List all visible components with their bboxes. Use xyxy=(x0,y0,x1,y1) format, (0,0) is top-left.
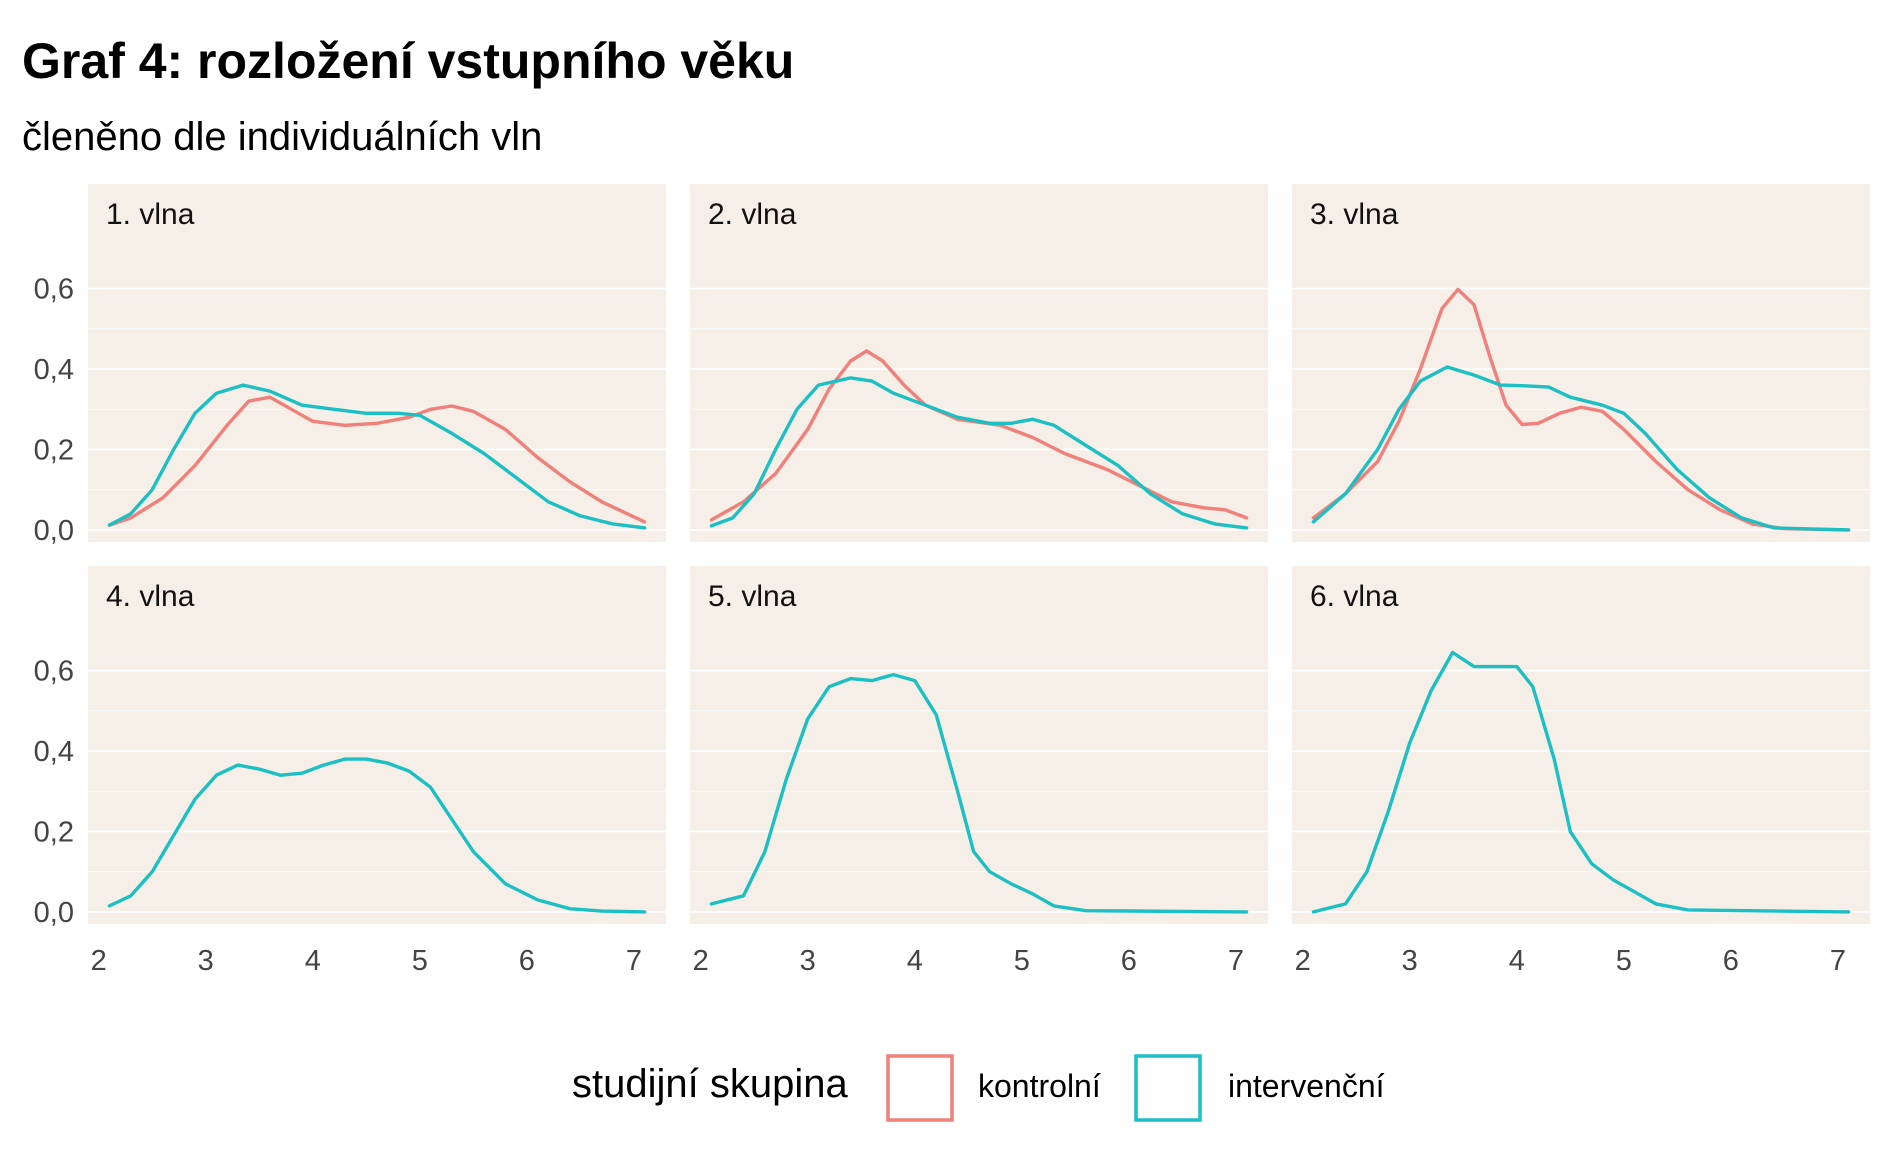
panel-label: 1. vlna xyxy=(106,198,195,231)
x-tick-label: 2 xyxy=(91,945,107,977)
chart-subtitle: členěno dle individuálních vln xyxy=(22,115,542,159)
panel-label: 2. vlna xyxy=(708,198,797,231)
panel-background xyxy=(690,184,1268,542)
panel-3: 3. vlna xyxy=(1292,184,1870,542)
legend-label-intervencni: intervenční xyxy=(1228,1068,1385,1104)
y-tick-label: 0,6 xyxy=(34,274,74,306)
series-line-intervencni xyxy=(709,672,1249,914)
panel-1: 1. vlna xyxy=(88,184,666,542)
x-tick-label: 3 xyxy=(800,945,816,977)
x-tick-label: 7 xyxy=(1830,945,1846,977)
panel-label: 3. vlna xyxy=(1310,198,1399,231)
chart-title: Graf 4: rozložení vstupního věku xyxy=(22,33,794,89)
panel-6: 6. vlna xyxy=(1292,566,1870,924)
legend-label-kontrolni: kontrolní xyxy=(978,1068,1101,1104)
panel-background xyxy=(690,566,1268,924)
series-line-intervencni xyxy=(1311,365,1851,532)
x-tick-label: 7 xyxy=(1228,945,1244,977)
y-tick-label: 0,4 xyxy=(34,354,74,386)
panel-background xyxy=(1292,566,1870,924)
x-tick-label: 6 xyxy=(519,945,535,977)
x-tick-label: 7 xyxy=(626,945,642,977)
x-tick-label: 5 xyxy=(1014,945,1030,977)
series-line-intervencni xyxy=(107,757,647,914)
panel-label: 6. vlna xyxy=(1310,580,1399,613)
y-tick-label: 0,0 xyxy=(34,897,74,929)
x-tick-label: 4 xyxy=(907,945,923,977)
panel-label: 4. vlna xyxy=(106,580,195,613)
x-tick-label: 5 xyxy=(1616,945,1632,977)
y-tick-label: 0,2 xyxy=(34,434,74,466)
panel-4: 4. vlna xyxy=(88,566,666,924)
x-tick-label: 5 xyxy=(412,945,428,977)
x-tick-label: 3 xyxy=(198,945,214,977)
legend-key-kontrolni xyxy=(886,1054,954,1122)
series-line-intervencni xyxy=(1311,650,1851,914)
y-tick-label: 0,0 xyxy=(34,515,74,547)
panel-background xyxy=(88,566,666,924)
panel-5: 5. vlna xyxy=(690,566,1268,924)
series-line-kontrolni xyxy=(107,395,647,527)
legend-key-intervencni xyxy=(1134,1054,1202,1122)
y-tick-label: 0,6 xyxy=(34,656,74,688)
x-tick-label: 4 xyxy=(305,945,321,977)
series-line-intervencni xyxy=(107,383,647,530)
x-tick-label: 6 xyxy=(1723,945,1739,977)
legend: studijní skupina kontrolní intervenční xyxy=(572,1054,1385,1122)
y-tick-label: 0,2 xyxy=(34,816,74,848)
x-tick-label: 2 xyxy=(1295,945,1311,977)
y-tick-label: 0,4 xyxy=(34,736,74,768)
x-tick-label: 4 xyxy=(1509,945,1525,977)
facet-panels: 1. vlna 0,0 0,2 0,4 0,6 2. vlna 3. vlna 4. vlna… xyxy=(34,184,1870,977)
series-line-intervencni xyxy=(709,376,1249,530)
panel-background xyxy=(1292,184,1870,542)
x-tick-label: 3 xyxy=(1402,945,1418,977)
legend-title: studijní skupina xyxy=(572,1062,848,1106)
panel-2: 2. vlna xyxy=(690,184,1268,542)
panel-label: 5. vlna xyxy=(708,580,797,613)
x-tick-label: 2 xyxy=(693,945,709,977)
x-tick-label: 6 xyxy=(1121,945,1137,977)
